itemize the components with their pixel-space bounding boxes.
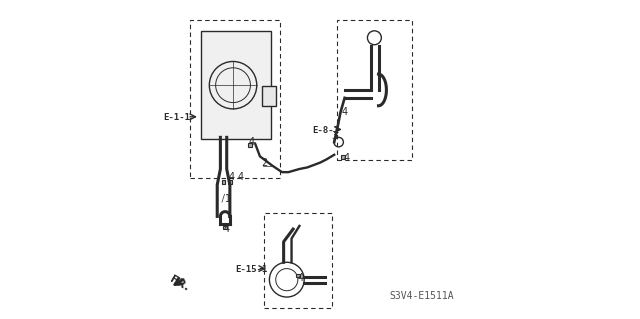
Bar (223, 226, 227, 229)
Text: E-1-1: E-1-1 (163, 113, 190, 122)
Bar (221, 180, 225, 183)
FancyBboxPatch shape (202, 32, 271, 139)
Bar (296, 274, 300, 278)
Text: 4: 4 (228, 172, 234, 182)
Bar (248, 143, 252, 147)
Text: 4: 4 (344, 153, 350, 163)
Text: 3: 3 (331, 131, 337, 141)
Text: 4: 4 (342, 107, 348, 117)
Text: FR.: FR. (168, 274, 191, 293)
Text: E-8-1: E-8-1 (312, 126, 339, 135)
Text: E-15-1: E-15-1 (236, 265, 268, 274)
Text: 1: 1 (225, 194, 230, 204)
Text: 4: 4 (237, 172, 243, 182)
Text: 4: 4 (223, 224, 230, 234)
Text: S3V4-E1511A: S3V4-E1511A (389, 291, 454, 300)
Text: 4: 4 (298, 273, 304, 283)
Bar (341, 155, 345, 159)
Bar (228, 180, 232, 183)
Text: 4: 4 (249, 137, 255, 147)
FancyBboxPatch shape (262, 86, 276, 106)
Text: 2: 2 (262, 158, 268, 168)
